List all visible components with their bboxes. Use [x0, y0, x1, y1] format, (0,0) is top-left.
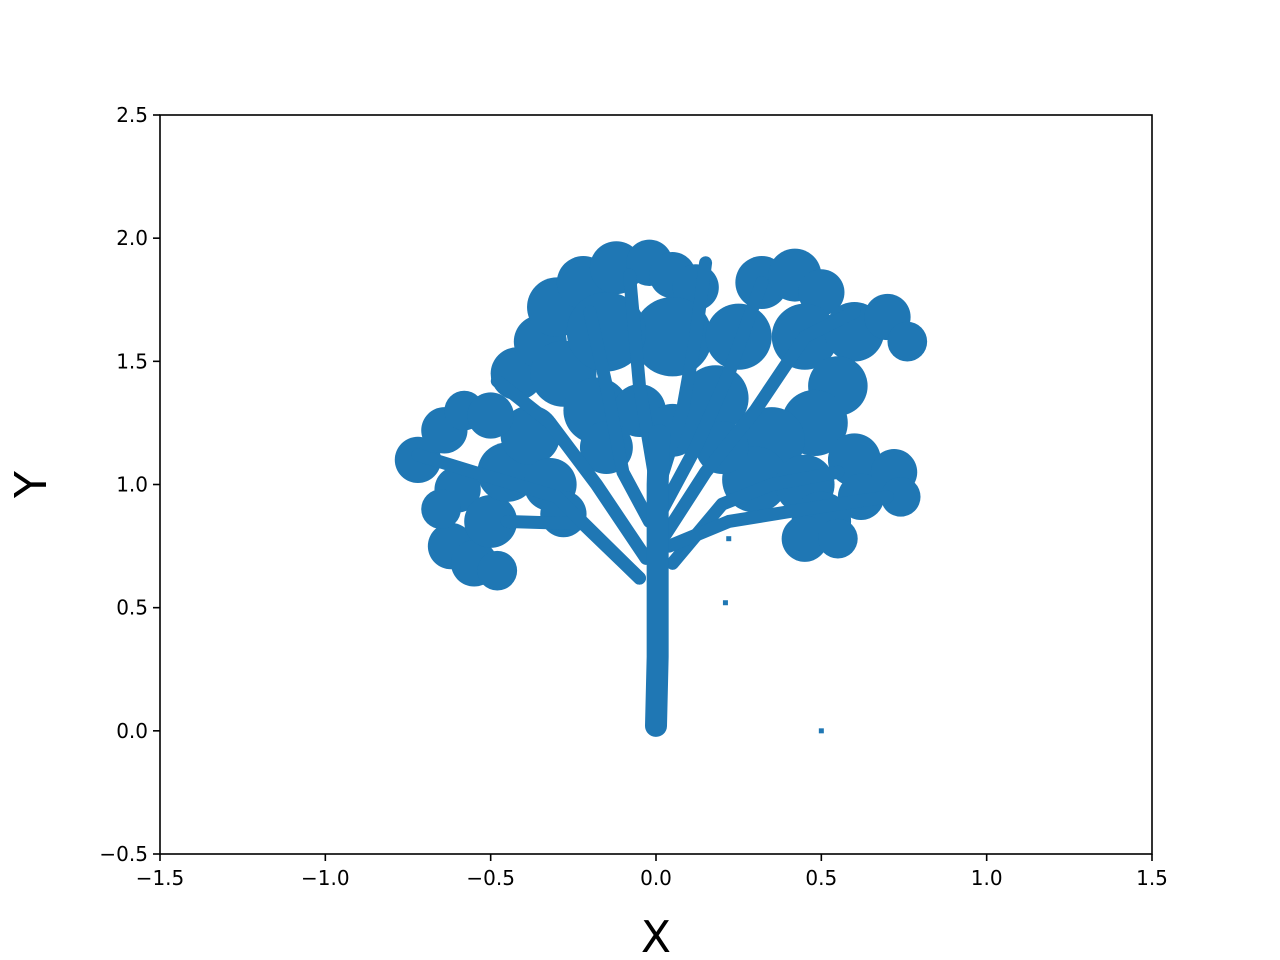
y-tick-label: 1.0 — [116, 473, 148, 497]
branch-7 — [662, 490, 894, 553]
y-tick-label: 1.5 — [116, 349, 148, 373]
canopy-cluster-6 — [477, 550, 518, 591]
x-tick-label: 1.5 — [1136, 866, 1168, 890]
x-tick-label: 0.0 — [640, 866, 672, 890]
trunk — [645, 424, 671, 737]
y-tick-label: 0.0 — [116, 719, 148, 743]
x-tick-label: 1.0 — [971, 866, 1003, 890]
y-axis: −0.5 0.0 0.5 1.0 1.5 2.0 2.5 — [99, 103, 160, 866]
outlier-point-2 — [818, 728, 824, 734]
branch-3 — [583, 305, 656, 528]
branch-9 — [652, 256, 713, 491]
y-tick-label: 2.0 — [116, 226, 148, 250]
canopy-cluster-42 — [781, 515, 828, 562]
canopy-cluster-32 — [887, 321, 928, 362]
y-tick-label: −0.5 — [99, 842, 148, 866]
canopy-cluster-48 — [421, 489, 461, 529]
outlier-point-1 — [722, 600, 728, 606]
branch-1 — [411, 448, 646, 585]
branch-2 — [490, 374, 653, 565]
plot-data — [394, 239, 928, 737]
x-tick-label: 0.5 — [805, 866, 837, 890]
y-tick-label: 0.5 — [116, 596, 148, 620]
y-axis-title: Y — [6, 471, 57, 499]
x-axis-title: X — [641, 912, 671, 960]
branch-5 — [659, 305, 861, 541]
branch-8 — [656, 276, 769, 516]
x-tick-label: −1.0 — [301, 866, 350, 890]
canopy-cluster-49 — [467, 392, 514, 439]
outlier-point-0 — [726, 536, 732, 542]
canopy-cluster-28 — [798, 269, 845, 316]
x-axis: −1.5 −1.0 −0.5 0.0 0.5 1.0 1.5 — [136, 854, 1168, 890]
x-tick-label: −1.5 — [136, 866, 185, 890]
y-tick-label: 2.5 — [116, 103, 148, 127]
canopy-cluster-40 — [880, 476, 921, 517]
x-tick-label: −0.5 — [466, 866, 515, 890]
canopy-cluster-43 — [818, 518, 858, 559]
canopy-cluster-7 — [464, 494, 518, 548]
